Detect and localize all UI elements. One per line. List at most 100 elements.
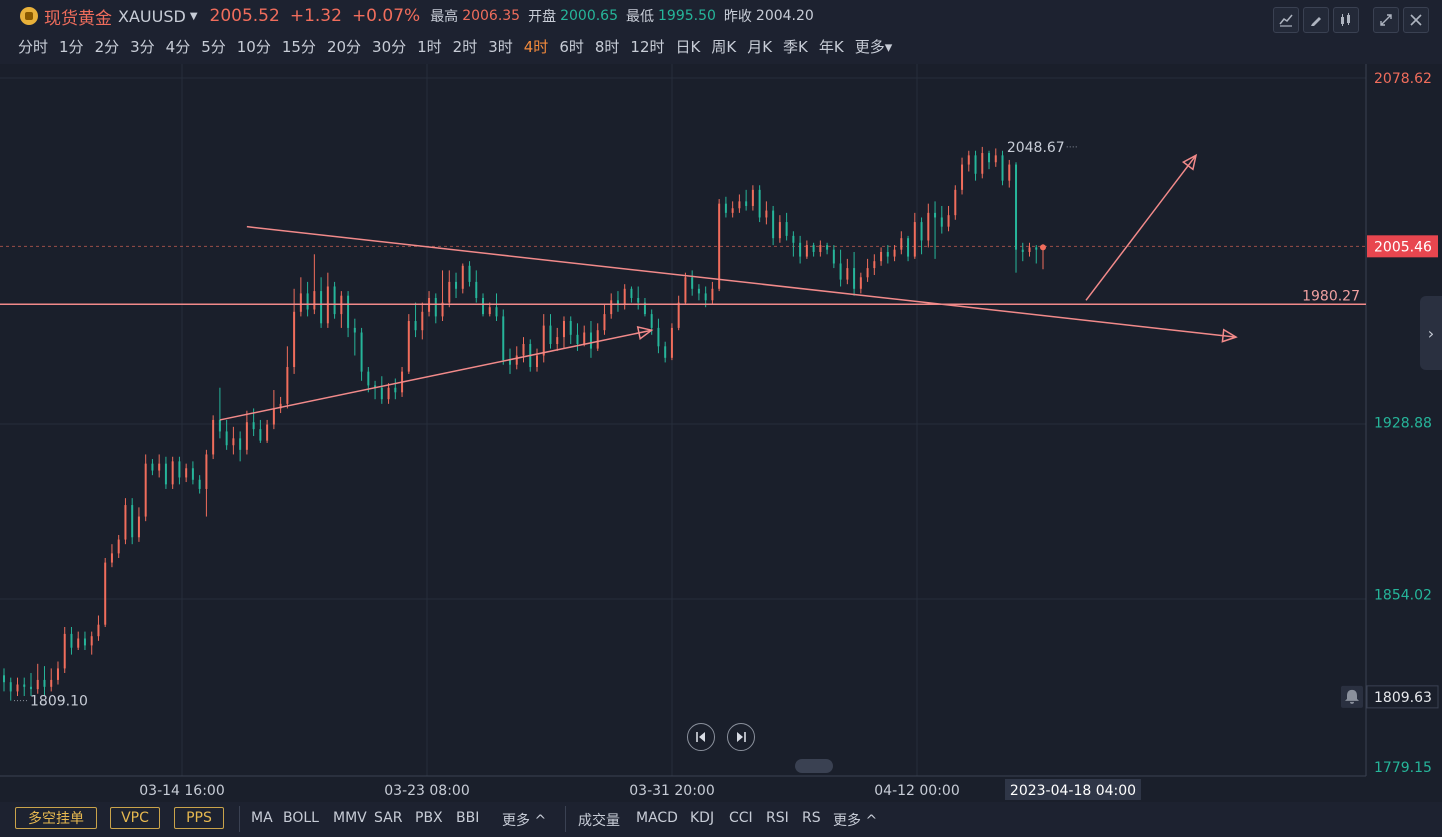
candle-body — [583, 332, 586, 345]
candle-body — [515, 355, 518, 365]
period-20[interactable]: 季K — [783, 38, 808, 56]
period-8[interactable]: 20分 — [326, 38, 362, 56]
sub-indicator-0[interactable]: 成交量 — [578, 813, 620, 829]
candle-body — [664, 346, 667, 358]
candle-body — [286, 367, 289, 404]
period-4[interactable]: 4分 — [165, 38, 191, 56]
candle-body — [940, 217, 943, 227]
candle-body — [927, 212, 930, 241]
candlestick-chart[interactable]: 2078.62 1928.88 1854.02 1779.15 03-14 16:00 0… — [0, 64, 1442, 801]
line-tool-icon[interactable] — [1273, 7, 1299, 33]
sub-indicator-1[interactable]: MACD — [636, 810, 678, 826]
candle-body — [1028, 247, 1031, 252]
period-7[interactable]: 15分 — [281, 38, 316, 56]
period-14[interactable]: 6时 — [559, 38, 584, 56]
symbol-name[interactable]: 现货黄金 — [44, 8, 112, 29]
candle-body — [961, 164, 964, 190]
y-tick-label: 1779.15 — [1374, 760, 1432, 776]
candle-body — [455, 281, 458, 289]
period-12[interactable]: 3时 — [488, 38, 513, 56]
candle-style-icon[interactable] — [1333, 7, 1359, 33]
candle-body — [846, 268, 849, 280]
candle-body — [839, 263, 842, 280]
prev-close-label: 昨收 — [723, 9, 752, 25]
low-label: 最低 — [626, 9, 654, 25]
divider — [239, 806, 240, 832]
footer-button-2[interactable]: PPS — [174, 807, 224, 829]
period-21[interactable]: 年K — [818, 38, 844, 56]
candle-body — [988, 153, 991, 163]
candle-body — [637, 297, 640, 303]
period-13[interactable]: 4时 — [523, 38, 549, 56]
period-16[interactable]: 12时 — [630, 38, 665, 56]
candle-body — [29, 686, 32, 690]
period-9[interactable]: 30分 — [372, 38, 407, 56]
candle-body — [589, 332, 592, 349]
scroll-end-button[interactable] — [727, 723, 755, 751]
main-indicator-5[interactable]: BBI — [456, 810, 480, 826]
sub-indicator-3[interactable]: CCI — [729, 810, 753, 826]
main-indicator-4[interactable]: PBX — [415, 810, 443, 826]
period-1[interactable]: 1分 — [59, 38, 84, 56]
x-tick-label: 04-12 00:00 — [874, 783, 959, 799]
candle-body — [475, 281, 478, 298]
candle-body — [731, 208, 734, 213]
candle-body — [1021, 249, 1024, 252]
side-panel-toggle[interactable]: › — [1420, 296, 1442, 370]
fullscreen-icon[interactable] — [1373, 7, 1399, 33]
candle-body — [549, 325, 552, 345]
candle-body — [603, 314, 606, 331]
period-0[interactable]: 分时 — [18, 38, 49, 56]
candle-body — [110, 553, 113, 563]
scroll-start-button[interactable] — [687, 723, 715, 751]
sub-indicator-5[interactable]: RS — [802, 810, 821, 826]
open-value: 2000.65 — [560, 8, 618, 24]
last-price: 2005.52 — [209, 6, 280, 26]
period-22[interactable]: 更多▾ — [854, 38, 893, 56]
period-17[interactable]: 日K — [675, 38, 701, 56]
candle-body — [77, 638, 80, 648]
header-bar: 现货黄金 XAUUSD ▼ 2005.52 +1.32 +0.07% 最高 20… — [0, 0, 1442, 64]
candle-body — [90, 636, 93, 646]
price-change-pct: +0.07% — [351, 6, 421, 26]
period-5[interactable]: 5分 — [201, 38, 226, 56]
main-indicator-2[interactable]: MMV — [333, 810, 367, 826]
y-tick-label: 1928.88 — [1374, 416, 1432, 432]
candle-body — [643, 302, 646, 315]
symbol-code[interactable]: XAUUSD — [118, 6, 186, 26]
symbol-title-row: 现货黄金 XAUUSD ▼ 2005.52 +1.32 +0.07% 最高 20… — [20, 5, 822, 29]
candle-body — [724, 203, 727, 213]
period-11[interactable]: 2时 — [452, 38, 478, 56]
sub-indicator-more[interactable]: 更多 ^ — [833, 813, 878, 829]
candle-body — [812, 245, 815, 252]
candle-body — [569, 321, 572, 335]
sub-indicator-2[interactable]: KDJ — [690, 810, 715, 826]
breakout-arrow-head — [1181, 153, 1198, 171]
period-18[interactable]: 周K — [711, 38, 737, 56]
pencil-icon[interactable] — [1303, 7, 1329, 33]
period-10[interactable]: 1时 — [417, 38, 442, 56]
period-2[interactable]: 2分 — [94, 38, 120, 56]
candle-body — [947, 215, 950, 227]
candle-body — [293, 311, 296, 368]
chevron-down-icon[interactable]: ▼ — [189, 10, 198, 22]
main-indicator-3[interactable]: SAR — [374, 810, 403, 826]
period-15[interactable]: 8时 — [594, 38, 620, 56]
main-indicator-1[interactable]: BOLL — [283, 810, 319, 826]
candle-body — [178, 461, 181, 478]
candle-body — [50, 679, 53, 687]
period-19[interactable]: 月K — [747, 38, 773, 56]
period-3[interactable]: 3分 — [130, 38, 155, 56]
candle-body — [792, 235, 795, 243]
main-indicator-0[interactable]: MA — [251, 810, 273, 826]
candle-body — [353, 327, 356, 333]
close-icon[interactable] — [1403, 7, 1429, 33]
candle-body — [23, 684, 26, 687]
footer-button-0[interactable]: 多空挂单 — [15, 807, 97, 829]
footer-button-1[interactable]: VPC — [110, 807, 160, 829]
main-indicator-more[interactable]: 更多 ^ — [502, 813, 547, 829]
candle-body — [448, 281, 451, 303]
period-6[interactable]: 10分 — [236, 38, 271, 56]
sub-indicator-4[interactable]: RSI — [766, 810, 789, 826]
chart-area[interactable]: 2078.62 1928.88 1854.02 1779.15 03-14 16:00 0… — [0, 64, 1442, 801]
